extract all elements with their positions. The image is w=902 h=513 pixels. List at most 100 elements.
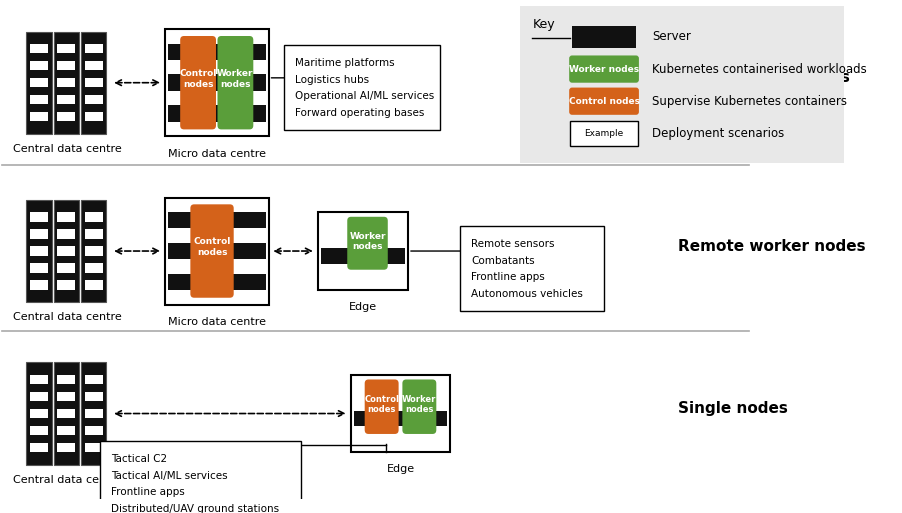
- Text: Micro data centre: Micro data centre: [168, 317, 266, 327]
- FancyBboxPatch shape: [30, 426, 48, 435]
- FancyBboxPatch shape: [26, 32, 51, 134]
- FancyBboxPatch shape: [30, 443, 48, 452]
- FancyBboxPatch shape: [54, 363, 79, 465]
- FancyBboxPatch shape: [85, 212, 103, 222]
- Text: Control
nodes: Control nodes: [364, 395, 400, 415]
- Text: Control
nodes: Control nodes: [193, 238, 231, 257]
- FancyBboxPatch shape: [81, 200, 106, 302]
- FancyBboxPatch shape: [30, 44, 48, 53]
- FancyBboxPatch shape: [81, 32, 106, 134]
- Text: Operational AI/ML services: Operational AI/ML services: [295, 91, 434, 102]
- Text: Worker
nodes: Worker nodes: [349, 231, 386, 251]
- Text: Three-node clusters: Three-node clusters: [678, 70, 851, 85]
- FancyBboxPatch shape: [30, 409, 48, 418]
- FancyBboxPatch shape: [85, 263, 103, 273]
- Text: Logistics hubs: Logistics hubs: [295, 75, 369, 85]
- FancyBboxPatch shape: [321, 248, 405, 264]
- Text: Edge: Edge: [386, 464, 415, 474]
- FancyBboxPatch shape: [85, 409, 103, 418]
- Text: Tactical C2: Tactical C2: [111, 455, 168, 464]
- Text: Supervise Kubernetes containers: Supervise Kubernetes containers: [652, 95, 847, 108]
- FancyBboxPatch shape: [168, 212, 266, 228]
- FancyBboxPatch shape: [30, 229, 48, 239]
- FancyBboxPatch shape: [85, 61, 103, 70]
- Text: Single nodes: Single nodes: [678, 401, 788, 416]
- FancyBboxPatch shape: [58, 263, 76, 273]
- FancyBboxPatch shape: [58, 375, 76, 384]
- Text: Kubernetes containerised workloads: Kubernetes containerised workloads: [652, 63, 867, 75]
- Text: Server: Server: [652, 30, 691, 44]
- FancyBboxPatch shape: [283, 45, 440, 130]
- Text: Frontline apps: Frontline apps: [471, 272, 545, 283]
- Text: Remote sensors: Remote sensors: [471, 240, 555, 249]
- FancyBboxPatch shape: [460, 226, 604, 311]
- FancyBboxPatch shape: [58, 426, 76, 435]
- FancyBboxPatch shape: [58, 44, 76, 53]
- Text: Remote worker nodes: Remote worker nodes: [678, 239, 866, 253]
- FancyBboxPatch shape: [85, 78, 103, 87]
- Text: Central data centre: Central data centre: [14, 312, 123, 322]
- FancyBboxPatch shape: [58, 95, 76, 105]
- FancyBboxPatch shape: [217, 36, 253, 129]
- FancyBboxPatch shape: [85, 426, 103, 435]
- Text: Tactical AI/ML services: Tactical AI/ML services: [111, 471, 228, 481]
- FancyBboxPatch shape: [180, 36, 216, 129]
- FancyBboxPatch shape: [30, 246, 48, 255]
- Text: Worker nodes: Worker nodes: [569, 65, 640, 73]
- Text: Autonomous vehicles: Autonomous vehicles: [471, 289, 583, 299]
- FancyBboxPatch shape: [85, 229, 103, 239]
- FancyBboxPatch shape: [30, 78, 48, 87]
- FancyBboxPatch shape: [168, 273, 266, 290]
- Text: Central data centre: Central data centre: [14, 475, 123, 485]
- Text: Forward operating bases: Forward operating bases: [295, 108, 424, 118]
- FancyBboxPatch shape: [351, 374, 450, 452]
- FancyBboxPatch shape: [347, 217, 388, 270]
- FancyBboxPatch shape: [30, 392, 48, 401]
- Text: Deployment scenarios: Deployment scenarios: [652, 127, 785, 140]
- FancyBboxPatch shape: [165, 29, 269, 136]
- FancyBboxPatch shape: [58, 61, 76, 70]
- FancyBboxPatch shape: [85, 281, 103, 290]
- Text: Central data centre: Central data centre: [14, 144, 123, 154]
- FancyBboxPatch shape: [30, 281, 48, 290]
- FancyBboxPatch shape: [26, 200, 51, 302]
- FancyBboxPatch shape: [85, 375, 103, 384]
- FancyBboxPatch shape: [26, 363, 51, 465]
- Text: Example: Example: [584, 129, 623, 138]
- Text: Combatants: Combatants: [471, 256, 535, 266]
- FancyBboxPatch shape: [168, 74, 266, 91]
- FancyBboxPatch shape: [58, 443, 76, 452]
- FancyBboxPatch shape: [318, 212, 408, 290]
- Text: Control
nodes: Control nodes: [179, 69, 216, 89]
- FancyBboxPatch shape: [58, 112, 76, 122]
- FancyBboxPatch shape: [30, 95, 48, 105]
- FancyBboxPatch shape: [85, 246, 103, 255]
- FancyBboxPatch shape: [168, 243, 266, 259]
- FancyBboxPatch shape: [81, 363, 106, 465]
- FancyBboxPatch shape: [30, 112, 48, 122]
- FancyBboxPatch shape: [85, 95, 103, 105]
- FancyBboxPatch shape: [30, 61, 48, 70]
- Text: Frontline apps: Frontline apps: [111, 487, 185, 498]
- FancyBboxPatch shape: [58, 229, 76, 239]
- FancyBboxPatch shape: [30, 212, 48, 222]
- FancyBboxPatch shape: [364, 380, 399, 434]
- FancyBboxPatch shape: [58, 392, 76, 401]
- FancyBboxPatch shape: [85, 44, 103, 53]
- FancyBboxPatch shape: [85, 443, 103, 452]
- Text: Worker
nodes: Worker nodes: [217, 69, 253, 89]
- FancyBboxPatch shape: [85, 392, 103, 401]
- Text: Maritime platforms: Maritime platforms: [295, 58, 394, 68]
- FancyBboxPatch shape: [58, 78, 76, 87]
- Text: Worker
nodes: Worker nodes: [402, 395, 437, 415]
- Text: Key: Key: [532, 18, 555, 31]
- FancyBboxPatch shape: [569, 55, 639, 83]
- FancyBboxPatch shape: [572, 26, 636, 48]
- FancyBboxPatch shape: [58, 281, 76, 290]
- Text: Control nodes: Control nodes: [568, 96, 640, 106]
- Text: Micro data centre: Micro data centre: [168, 149, 266, 159]
- FancyBboxPatch shape: [520, 6, 844, 164]
- FancyBboxPatch shape: [354, 410, 447, 426]
- FancyBboxPatch shape: [165, 198, 269, 305]
- Text: Distributed/UAV ground stations: Distributed/UAV ground stations: [111, 504, 280, 513]
